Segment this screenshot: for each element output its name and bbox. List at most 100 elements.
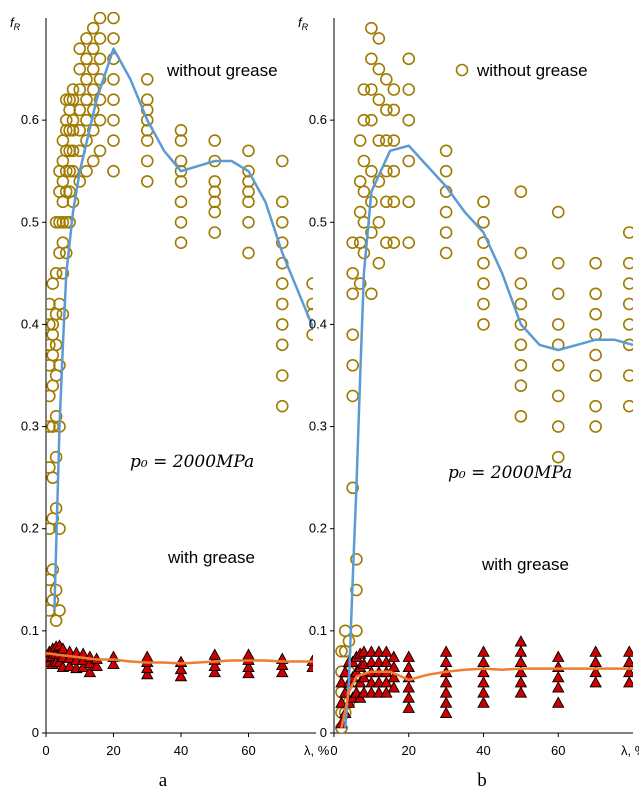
data-point [56,134,70,147]
y-tick-label: 0.4 [21,316,39,331]
data-point [477,686,490,698]
data-point [365,287,378,301]
data-point [551,650,565,662]
series-without-grease [46,12,313,627]
data-point [174,215,188,229]
data-point [242,195,255,209]
data-point [387,195,401,209]
data-point [439,164,453,178]
data-point [66,144,80,158]
data-point [380,103,393,117]
data-point [623,655,633,667]
x-tick-label: 20 [402,743,416,758]
data-point [402,650,416,662]
data-point [477,665,490,678]
data-point [402,52,416,66]
data-point [66,113,80,127]
data-point [387,103,401,117]
data-point [514,277,528,290]
data-point [242,648,255,660]
data-point [477,318,490,331]
data-point [306,277,313,290]
data-point [242,660,255,673]
data-point [86,21,100,35]
data-point [73,62,87,76]
data-point [335,675,348,688]
x-tick-label: 60 [241,743,255,758]
data-point [589,348,602,362]
data-point [63,215,76,229]
data-point [93,113,107,127]
data-point [208,659,222,672]
y-axis-label: fR [298,15,309,32]
data-point [380,134,393,147]
data-point [622,226,633,239]
data-point [174,124,188,137]
data-point [53,358,66,372]
data-point [357,154,371,168]
data-point [353,277,367,290]
data-point [140,667,154,680]
data-point [387,236,401,250]
data-point [208,648,222,660]
data-point [365,675,378,688]
data-point [275,369,289,382]
data-point [59,164,73,178]
data-point [357,113,371,127]
data-point [589,256,602,270]
panel-b-chart: 0 0.1 0.2 0.3 0.4 0.5 0.6 0 20 40 60 λ, % fR without … [298,15,639,758]
data-point [372,215,386,229]
data-point [353,236,367,250]
data-point [59,246,73,260]
data-point [275,665,289,678]
data-point [477,215,490,229]
data-point [208,134,222,147]
data-point [346,287,359,301]
data-point [439,645,453,657]
data-point [551,696,565,708]
data-point [174,655,188,667]
data-point [53,522,66,536]
data-point [49,450,63,464]
data-point [107,113,120,127]
data-point [346,389,359,403]
data-point [402,236,416,250]
data-point [56,175,70,188]
data-point [59,185,73,198]
data-point [551,660,565,673]
data-point [622,277,633,290]
data-point [208,175,222,188]
annotation-box [158,543,308,573]
series-with-grease [46,639,313,682]
data-point [365,686,378,698]
data-point [514,655,528,667]
data-point [73,42,87,55]
data-point [275,658,289,671]
data-point [338,624,352,638]
data-point [402,691,416,703]
data-point [350,553,363,566]
data-point [551,420,565,433]
data-point [372,655,386,667]
data-point [46,277,60,290]
data-point [66,83,80,96]
data-point [208,665,222,678]
data-point [477,195,490,209]
data-point [346,267,359,280]
data-point [477,256,490,270]
data-point [107,72,120,86]
data-point [551,358,565,372]
data-point [306,297,313,311]
data-point [107,164,120,178]
data-point [365,226,378,239]
data-point [372,32,386,45]
data-point [402,701,416,713]
data-point [275,215,289,229]
data-point [174,195,188,209]
data-point [86,124,100,137]
data-point [208,205,222,219]
data-point [46,348,60,362]
data-point [514,297,528,311]
data-point [140,661,154,674]
data-point [80,72,93,86]
